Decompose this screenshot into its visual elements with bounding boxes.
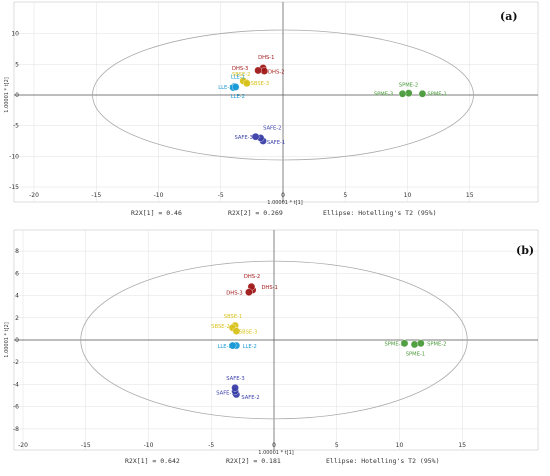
y-tick-label: 2 [15, 315, 19, 322]
data-label-dhs-3: DHS-3 [226, 290, 242, 296]
data-label-lle-2: LLE-2 [243, 344, 257, 350]
y-axis-label: 1.00001 * t[2] [4, 77, 10, 112]
footer-ellipse-b: Ellipse: Hotelling's T2 (95%) [326, 457, 440, 465]
y-axis-label: 1.00001 * t[2] [4, 322, 10, 357]
y-tick-label: -5 [13, 123, 19, 130]
data-label-lle-2: LLE-2 [231, 94, 245, 100]
score-plot-a: -20 -15 -10 -5 0 5 10 15 -15 -10 -5 0 5 10 1.00001 * t… [0, 0, 550, 222]
data-label-safe-3: SAFE-3 [234, 135, 252, 141]
y-tick-label: -6 [13, 404, 19, 411]
data-point-dhs-3 [245, 288, 253, 297]
data-point-spme-3 [398, 89, 407, 98]
hotelling-ellipse [92, 29, 474, 161]
x-tick-label: -5 [208, 442, 214, 449]
y-tick-label: -8 [13, 426, 19, 433]
data-label-sbse-3: SBSE-3 [239, 329, 258, 335]
data-label-safe-1: SAFE-1 [216, 390, 234, 396]
y-tick-label: 10 [11, 31, 19, 38]
x-tick-label: -10 [154, 192, 164, 199]
footer-r2x1-a: R2X[1] = 0.46 [131, 209, 182, 217]
data-label-lle-3: LLE-3 [218, 85, 232, 91]
panel-tag-b: (b) [516, 244, 535, 257]
y-tick-label: 4 [15, 293, 19, 300]
x-tick-label: 5 [343, 192, 347, 199]
y-tick-label: 6 [15, 270, 19, 277]
data-label-dhs-1: DHS-1 [258, 55, 274, 61]
data-label-spme-1: SPME-1 [406, 352, 425, 358]
score-plot-b: -20 -15 -10 -5 0 5 10 15 -8 -6 -4 -2 0 2 4 6 8 1.00001 * … [0, 228, 550, 472]
y-tick-label: -4 [13, 381, 19, 388]
x-axis-label: 1.00001 * t[1] [258, 450, 293, 456]
hotelling-ellipse [80, 260, 468, 420]
data-point-lle-3 [231, 83, 240, 91]
data-point-spme-2 [417, 339, 425, 348]
data-label-safe-1: SAFE-1 [267, 140, 285, 146]
x-tick-label: -20 [18, 442, 28, 449]
data-label-sbse-3: SBSE-3 [251, 81, 270, 87]
x-tick-label: -20 [29, 192, 39, 199]
y-tick-label: 0 [15, 337, 19, 344]
footer-r2x2-b: R2X[2] = 0.181 [226, 457, 281, 465]
data-label-safe-2: SAFE-2 [263, 125, 281, 131]
data-label-spme-1: SPME-1 [427, 92, 446, 98]
footer-r2x1-b: R2X[1] = 0.642 [125, 457, 180, 465]
data-label-dhs-3: DHS-3 [232, 66, 248, 72]
data-point-safe-3 [231, 383, 239, 392]
data-point-lle-3 [228, 341, 237, 350]
y-tick-label: -15 [9, 184, 19, 191]
plot-frame [13, 1, 539, 203]
y-tick-label: 5 [15, 61, 19, 68]
data-label-spme-2: SPME-2 [399, 82, 418, 88]
x-tick-label: 10 [396, 442, 404, 449]
y-tick-label: -2 [13, 359, 19, 366]
x-tick-label: 5 [335, 442, 339, 449]
data-label-lle-1: LLE-1 [231, 74, 245, 80]
data-label-safe-3: SAFE-3 [226, 376, 244, 382]
x-axis-label: 1.00001 * t[1] [267, 200, 302, 206]
data-label-spme-3: SPME-3 [374, 92, 393, 98]
y-tick-label: 0 [15, 92, 19, 99]
data-label-sbse-1: SBSE-1 [224, 314, 243, 320]
data-label-spme-2: SPME-2 [427, 342, 446, 348]
data-point-spme-3 [400, 339, 409, 348]
x-tick-label: -10 [144, 442, 154, 449]
data-label-safe-2: SAFE-2 [241, 395, 259, 401]
data-label-spme-3: SPME-3 [384, 342, 403, 348]
data-label-dhs-1: DHS-1 [261, 285, 277, 291]
y-tick-label: -10 [9, 153, 19, 160]
x-tick-label: 0 [272, 442, 276, 449]
x-tick-label: -15 [81, 442, 91, 449]
panel-tag-a: (a) [500, 10, 518, 23]
x-tick-label: 15 [466, 192, 474, 199]
data-point-sbse-3 [232, 327, 241, 335]
footer-r2x2-a: R2X[2] = 0.269 [228, 209, 283, 217]
x-tick-label: -5 [218, 192, 224, 199]
x-tick-label: 15 [458, 442, 466, 449]
data-point-sbse-3 [243, 79, 251, 88]
data-label-dhs-2: DHS-2 [268, 70, 284, 76]
footer-ellipse-a: Ellipse: Hotelling's T2 (95%) [323, 209, 437, 217]
data-label-sbse-2: SBSE-2 [211, 324, 230, 330]
data-label-dhs-2: DHS-2 [244, 274, 260, 280]
data-point-spme-1 [410, 340, 419, 349]
y-tick-label: 8 [15, 248, 19, 255]
x-tick-label: -15 [91, 192, 101, 199]
data-point-spme-1 [418, 89, 427, 98]
data-point-safe-3 [251, 132, 260, 141]
score-plot-a-svg: -20 -15 -10 -5 0 5 10 15 -15 -10 -5 0 5 10 1.00001 * t… [4, 1, 539, 206]
data-label-sbse-2: SBSE-2 [232, 72, 251, 78]
data-label-lle-3: LLE-3 [218, 344, 232, 350]
x-tick-label: 10 [404, 192, 412, 199]
x-tick-label: 0 [281, 192, 285, 199]
data-point-dhs-3 [254, 66, 262, 75]
